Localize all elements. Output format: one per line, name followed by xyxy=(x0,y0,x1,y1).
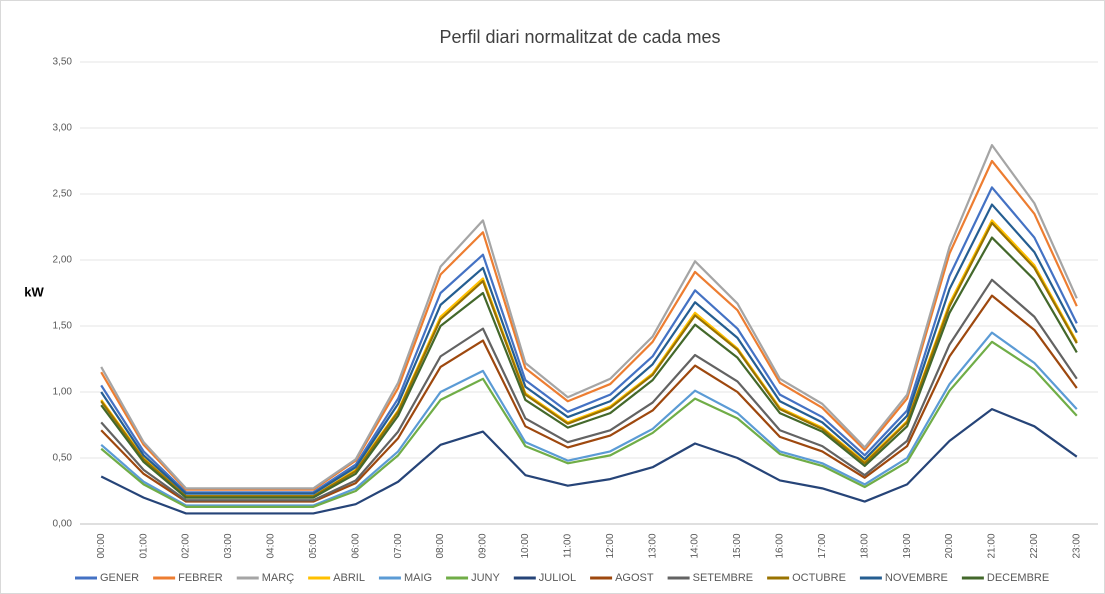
y-tick-label: 0,00 xyxy=(53,519,73,530)
x-tick-label: 08:00 xyxy=(435,533,446,558)
legend-label: MARÇ xyxy=(262,572,294,584)
x-tick-label: 06:00 xyxy=(350,533,361,558)
legend-label: MAIG xyxy=(404,572,432,584)
x-tick-label: 05:00 xyxy=(308,533,319,558)
x-tick-label: 01:00 xyxy=(138,533,149,558)
y-tick-label: 0,50 xyxy=(53,453,73,464)
x-tick-label: 03:00 xyxy=(223,533,234,558)
y-tick-label: 1,50 xyxy=(53,321,73,332)
series-line xyxy=(100,186,1078,494)
y-tick-label: 2,50 xyxy=(53,189,73,200)
series-line xyxy=(100,294,1078,503)
y-tick-label: 3,50 xyxy=(53,57,73,68)
x-tick-label: 18:00 xyxy=(859,533,870,558)
series-line xyxy=(100,331,1078,507)
x-tick-label: 04:00 xyxy=(266,533,277,558)
y-tick-label: 1,00 xyxy=(53,387,73,398)
legend-label: SETEMBRE xyxy=(693,572,754,584)
legend-label: JULIOL xyxy=(539,572,576,584)
x-tick-label: 22:00 xyxy=(1029,533,1040,558)
legend-label: NOVEMBRE xyxy=(885,572,948,584)
x-tick-label: 12:00 xyxy=(605,533,616,558)
x-tick-label: 19:00 xyxy=(902,533,913,558)
x-tick-label: 00:00 xyxy=(96,533,107,558)
x-tick-label: 13:00 xyxy=(647,533,658,558)
x-tick-label: 20:00 xyxy=(944,533,955,558)
x-tick-label: 21:00 xyxy=(987,533,998,558)
series-line xyxy=(100,144,1078,490)
x-tick-label: 07:00 xyxy=(393,533,404,558)
x-tick-label: 23:00 xyxy=(1071,533,1082,558)
y-tick-label: 3,00 xyxy=(53,123,73,134)
x-tick-label: 10:00 xyxy=(520,533,531,558)
legend-label: FEBRER xyxy=(178,572,223,584)
series-line xyxy=(100,236,1078,499)
x-tick-label: 16:00 xyxy=(775,533,786,558)
y-axis-label: kW xyxy=(24,284,44,299)
series-line xyxy=(100,278,1078,502)
x-tick-label: 02:00 xyxy=(181,533,192,558)
legend-label: AGOST xyxy=(615,572,654,584)
chart-title: Perfil diari normalitzat de cada mes xyxy=(439,27,720,47)
legend-label: JUNY xyxy=(471,572,500,584)
x-tick-label: 17:00 xyxy=(817,533,828,558)
series-line xyxy=(100,408,1078,515)
y-tick-label: 2,00 xyxy=(53,255,73,266)
legend-label: DECEMBRE xyxy=(987,572,1049,584)
x-tick-label: 14:00 xyxy=(690,533,701,558)
x-tick-label: 09:00 xyxy=(478,533,489,558)
series-line xyxy=(100,203,1078,495)
x-tick-label: 11:00 xyxy=(562,533,573,558)
series-line xyxy=(100,159,1078,491)
x-tick-label: 15:00 xyxy=(732,533,743,558)
legend-label: ABRIL xyxy=(333,572,365,584)
series-line xyxy=(100,340,1078,508)
legend-label: GENER xyxy=(100,572,139,584)
legend-label: OCTUBRE xyxy=(792,572,846,584)
series-line xyxy=(100,221,1078,498)
